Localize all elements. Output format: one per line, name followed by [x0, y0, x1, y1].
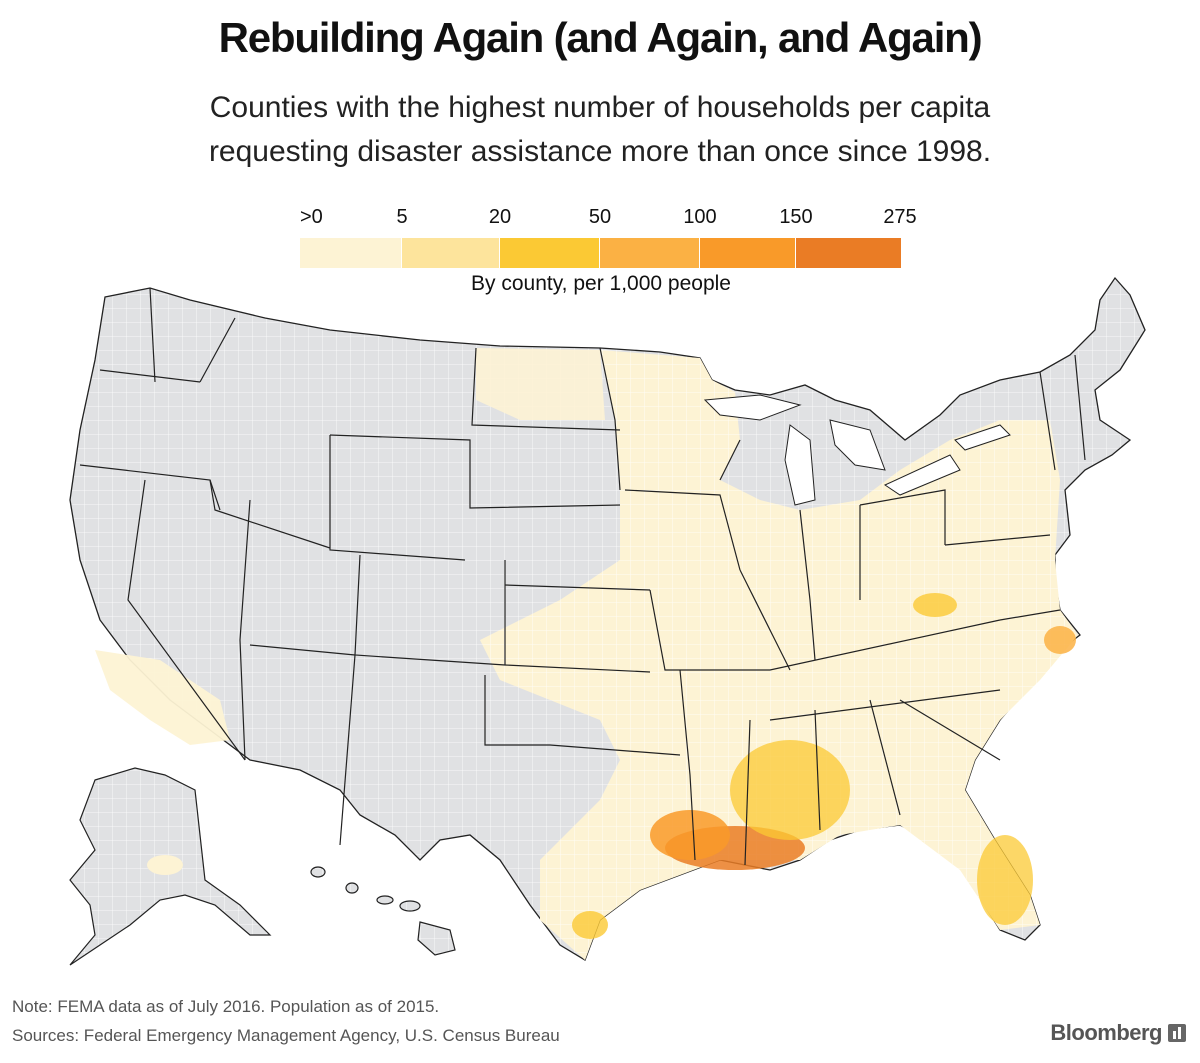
legend-tick: 275: [883, 206, 917, 228]
legend-color-swatch: [700, 238, 796, 268]
legend-color-swatch: [796, 238, 902, 268]
map-subtitle: Counties with the highest number of hous…: [0, 86, 1200, 174]
florida-hotspot: [977, 835, 1033, 925]
legend-tick: 50: [588, 206, 612, 228]
bloomberg-wordmark: Bloomberg: [1050, 1020, 1162, 1045]
subtitle-line-2: requesting disaster assistance more than…: [208, 135, 992, 168]
legend-tick: 150: [779, 206, 813, 228]
state-borders: [79, 287, 1086, 866]
legend-color-swatch: [600, 238, 700, 268]
mississippi-hotspot: [730, 740, 850, 840]
legend-tick: 20: [488, 206, 512, 228]
legend-caption: By county, per 1,000 people: [471, 272, 731, 295]
midwest-south-tinted-region: [480, 350, 1078, 960]
appalachia-hotspot: [913, 593, 957, 617]
legend-tick: 100: [683, 206, 717, 228]
footer-note: Note: FEMA data as of July 2016. Populat…: [12, 997, 440, 1016]
legend-color-swatch: [300, 238, 402, 268]
alaska-tinted-area: [147, 855, 183, 875]
north-plains-tinted-region: [476, 348, 605, 420]
map-title: Rebuilding Again (and Again, and Again): [218, 14, 983, 61]
california-tinted-region: [95, 650, 230, 745]
footer-sources: Sources: Federal Emergency Management Ag…: [12, 1026, 560, 1045]
bar-chart-icon: [1168, 1024, 1186, 1042]
legend-tick: >0: [300, 206, 323, 228]
legend-tick: 5: [396, 206, 408, 228]
hawaii: [310, 866, 456, 956]
great-lakes: [703, 394, 1011, 506]
legend-color-bar: [300, 238, 902, 268]
south-texas-hotspot: [572, 911, 608, 939]
legend-color-swatch: [402, 238, 500, 268]
north-carolina-hotspot: [1044, 626, 1076, 654]
color-legend: >0 5 20 50 100 150 275 By county, per 1,…: [300, 206, 917, 306]
louisiana-hotspot: [650, 810, 730, 860]
legend-color-swatch: [500, 238, 600, 268]
subtitle-line-1: Counties with the highest number of hous…: [209, 91, 991, 124]
bloomberg-logo: Bloomberg: [1050, 1020, 1186, 1046]
